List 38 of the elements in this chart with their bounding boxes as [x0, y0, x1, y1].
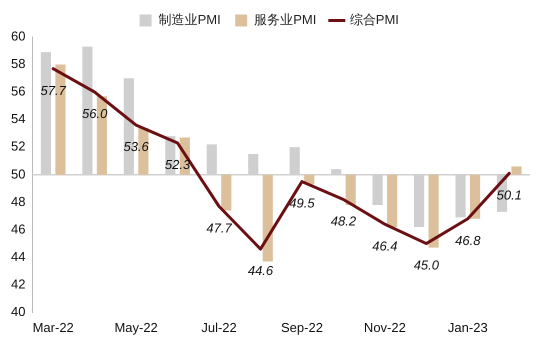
data-label: 57.7	[40, 82, 67, 98]
x-tick-label: Sep-22	[281, 320, 323, 335]
x-tick-label: May-22	[114, 320, 158, 335]
data-label: 56.0	[82, 106, 108, 122]
y-tick-label: 60	[10, 28, 26, 44]
data-label: 46.8	[455, 232, 482, 248]
data-label: 50.1	[496, 187, 522, 202]
data-label: 44.6	[248, 263, 274, 278]
y-tick-label: 44	[10, 248, 26, 264]
legend-label: 制造业PMI	[158, 12, 221, 28]
y-tick-label: 52	[10, 138, 26, 154]
x-tick-label: Jan-23	[448, 320, 488, 335]
y-tick-label: 54	[10, 111, 26, 126]
y-tick-label: 42	[10, 276, 26, 292]
data-label: 46.4	[372, 238, 398, 254]
bar	[262, 174, 273, 262]
data-label: 45.0	[414, 258, 440, 273]
y-tick-label: 46	[10, 221, 26, 236]
x-tick-label: Jul-22	[201, 320, 237, 335]
bar	[428, 174, 439, 248]
data-label: 49.5	[289, 196, 316, 211]
data-label: 52.3	[164, 157, 191, 172]
data-label: 47.7	[206, 220, 232, 236]
x-tick-label: Mar-22	[32, 320, 74, 335]
bar	[221, 174, 232, 210]
y-tick-label: 40	[10, 304, 26, 319]
bar	[511, 166, 522, 175]
y-tick-label: 58	[10, 56, 26, 72]
data-label: 48.2	[330, 214, 357, 229]
bar	[387, 174, 398, 228]
x-tick-label: Nov-22	[364, 320, 406, 335]
y-tick-label: 56	[10, 84, 26, 99]
legend-label: 综合PMI	[350, 12, 399, 28]
data-label: 53.6	[123, 139, 150, 154]
y-tick-label: 50	[10, 166, 26, 182]
legend-label: 服务业PMI	[254, 12, 316, 28]
bar	[346, 174, 356, 205]
y-tick-label: 48	[10, 194, 26, 209]
